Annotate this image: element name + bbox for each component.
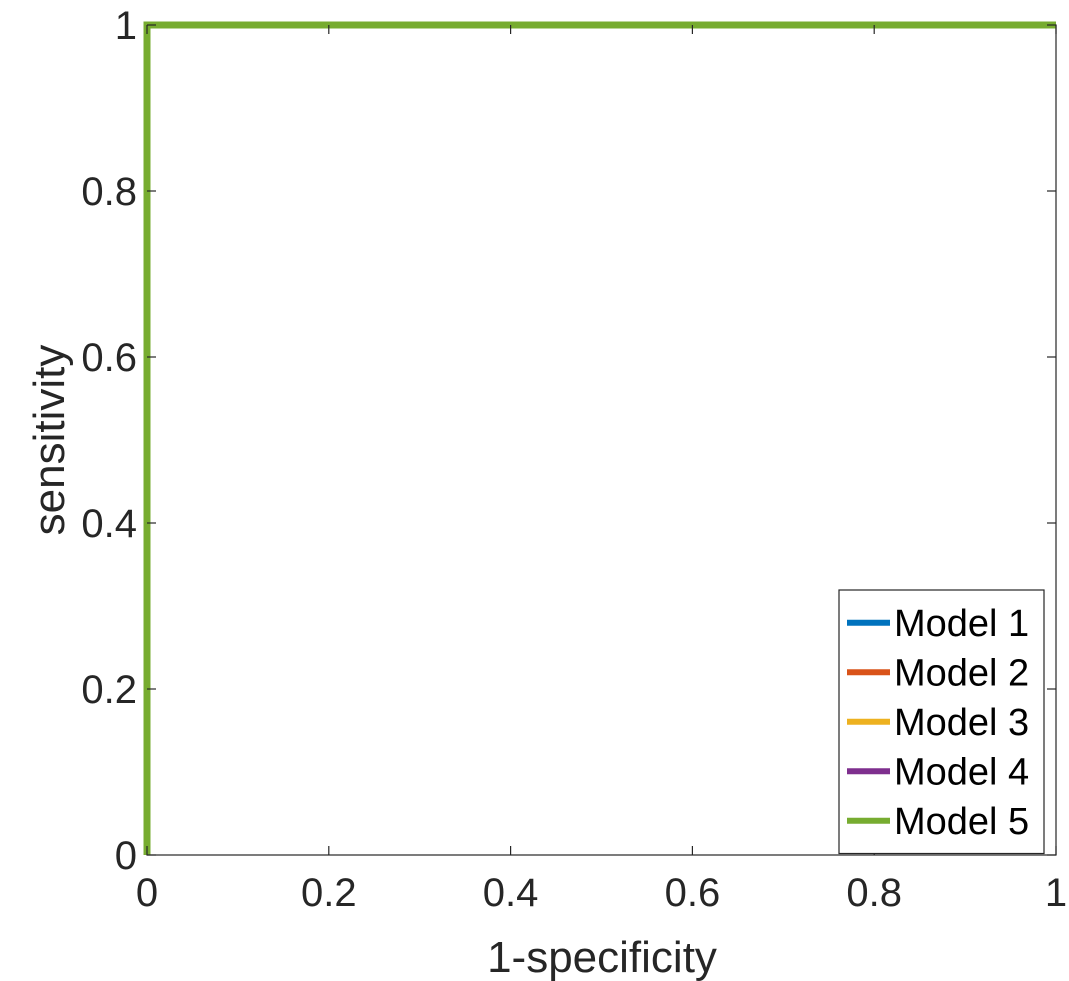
y-tick-label: 0.2 — [81, 668, 137, 712]
x-tick-label: 1 — [1045, 871, 1067, 915]
y-tick-label: 0.8 — [81, 170, 137, 214]
x-tick-label: 0 — [136, 871, 158, 915]
y-tick-label: 0 — [115, 834, 137, 878]
x-tick-label: 0.8 — [846, 871, 902, 915]
legend-label-model-2: Model 2 — [894, 652, 1029, 694]
x-tick-label: 0.6 — [665, 871, 721, 915]
legend-label-model-1: Model 1 — [894, 603, 1029, 645]
x-axis-label: 1-specificity — [487, 933, 717, 981]
y-tick-label: 1 — [115, 4, 137, 48]
legend-label-model-4: Model 4 — [894, 751, 1029, 793]
legend: Model 1 Model 2 Model 3 Model 4 Model 5 — [838, 589, 1045, 855]
legend-label-model-5: Model 5 — [894, 801, 1029, 843]
y-axis-label: sensitivity — [25, 345, 74, 536]
y-tick-label: 0.6 — [81, 336, 137, 380]
x-tick-label: 0.2 — [301, 871, 357, 915]
legend-label-model-3: Model 3 — [894, 702, 1029, 744]
y-tick-label: 0.4 — [81, 502, 137, 546]
x-tick-label: 0.4 — [483, 871, 539, 915]
ticks-layer: 0 0.2 0.4 0.6 0.8 1 0 0.2 0.4 0.6 0.8 1 — [81, 4, 1067, 915]
